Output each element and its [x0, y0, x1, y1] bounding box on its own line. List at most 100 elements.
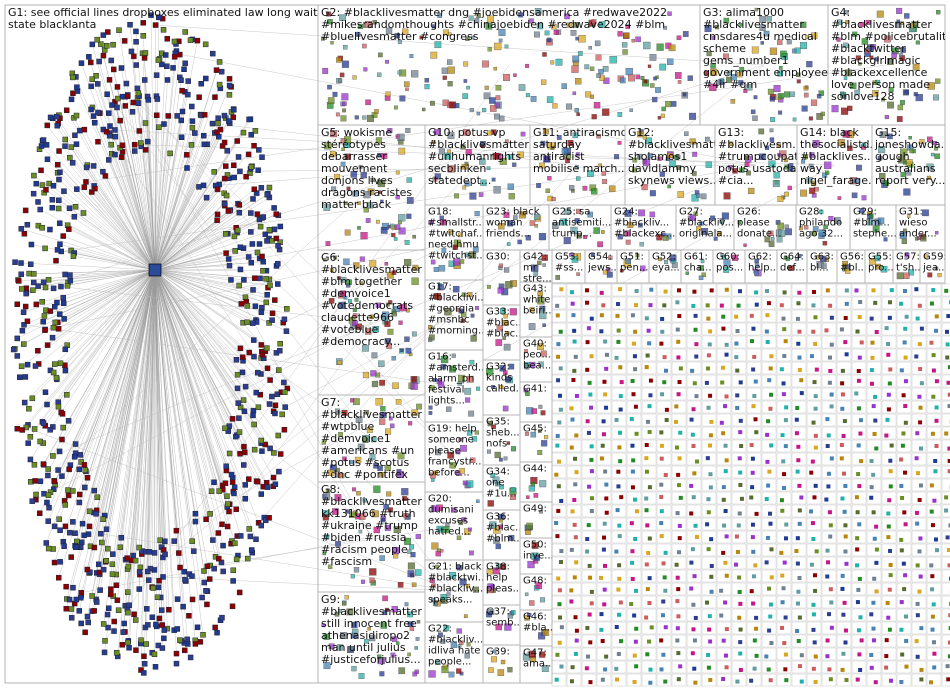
- group-label-area: G64:def...: [780, 251, 805, 273]
- node: [57, 149, 62, 154]
- node: [33, 364, 38, 369]
- node: [469, 551, 473, 555]
- node: [221, 543, 226, 548]
- node: [826, 484, 830, 488]
- node: [767, 470, 771, 474]
- node: [750, 443, 754, 447]
- node: [721, 551, 725, 555]
- node: [182, 648, 187, 653]
- node: [784, 339, 788, 343]
- node: [900, 600, 904, 604]
- tiny-group-cell: [747, 505, 761, 517]
- node: [931, 288, 935, 292]
- node: [695, 394, 699, 398]
- node: [735, 406, 739, 410]
- node: [429, 411, 432, 414]
- tiny-group-cell: [672, 505, 686, 517]
- group-label-area: G41:: [523, 383, 547, 394]
- node: [830, 456, 834, 460]
- node: [225, 502, 230, 507]
- group-label: called...: [486, 383, 525, 394]
- node: [21, 310, 26, 315]
- node: [280, 412, 285, 417]
- node: [413, 235, 416, 238]
- node: [870, 382, 874, 386]
- node: [575, 629, 579, 633]
- node: [214, 68, 219, 73]
- node: [691, 627, 695, 631]
- group-label: pos...: [716, 262, 743, 273]
- node: [367, 115, 374, 122]
- group-label: G24:: [614, 206, 638, 217]
- node: [112, 629, 117, 634]
- node: [917, 395, 921, 399]
- tiny-group-cell: [597, 479, 611, 491]
- tiny-group-cell: [822, 453, 836, 465]
- node: [20, 427, 25, 432]
- node: [660, 457, 664, 461]
- tiny-group-cell: [807, 557, 821, 569]
- node: [126, 564, 131, 569]
- node: [273, 482, 278, 487]
- node: [751, 602, 755, 606]
- tiny-group-cell: [747, 297, 761, 309]
- node: [127, 603, 132, 608]
- node: [235, 386, 240, 391]
- node: [276, 469, 281, 474]
- node: [841, 613, 845, 617]
- node: [519, 84, 525, 90]
- node: [468, 411, 473, 416]
- node: [569, 599, 573, 603]
- tiny-group-cell: [777, 427, 791, 439]
- node: [162, 628, 167, 633]
- node: [45, 473, 50, 478]
- node: [212, 95, 217, 100]
- node: [35, 348, 40, 353]
- node: [411, 383, 418, 390]
- node: [630, 521, 634, 525]
- node: [590, 95, 594, 99]
- node: [841, 668, 845, 672]
- node: [903, 289, 907, 293]
- node: [814, 394, 818, 398]
- tiny-group-cell: [882, 648, 896, 660]
- node: [770, 129, 773, 132]
- node: [120, 94, 125, 99]
- node: [617, 329, 621, 333]
- node: [104, 558, 109, 563]
- node: [52, 362, 57, 367]
- node: [678, 524, 682, 528]
- node: [415, 569, 421, 575]
- node: [930, 483, 934, 487]
- node: [827, 433, 831, 437]
- node: [631, 379, 635, 383]
- node: [394, 106, 397, 109]
- tiny-group-cell: [792, 388, 806, 400]
- group-label: G40:: [523, 338, 547, 349]
- node: [583, 186, 587, 190]
- node: [885, 326, 889, 330]
- node: [690, 369, 694, 373]
- tiny-group-cell: [777, 362, 791, 374]
- node: [411, 70, 418, 77]
- node: [920, 381, 924, 385]
- node: [769, 366, 773, 370]
- node: [650, 212, 655, 217]
- node: [416, 534, 421, 539]
- tiny-group-cell: [927, 297, 941, 309]
- node: [217, 59, 222, 64]
- node: [585, 65, 589, 69]
- node: [234, 357, 239, 362]
- tiny-group-cell: [597, 505, 611, 517]
- node: [857, 522, 861, 526]
- node: [669, 45, 675, 51]
- node: [783, 667, 787, 671]
- node: [735, 369, 739, 373]
- node: [392, 356, 396, 360]
- node: [408, 563, 415, 570]
- node: [231, 163, 236, 168]
- node: [804, 93, 808, 97]
- node: [32, 426, 37, 431]
- node: [27, 271, 32, 276]
- node: [70, 75, 75, 80]
